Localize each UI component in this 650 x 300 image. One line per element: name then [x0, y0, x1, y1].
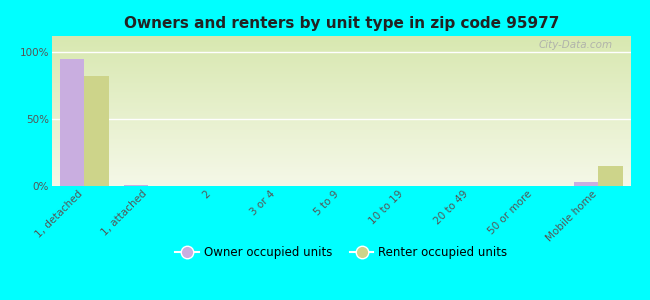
Legend: Owner occupied units, Renter occupied units: Owner occupied units, Renter occupied un…: [170, 242, 512, 264]
Bar: [599, 166, 623, 186]
Bar: [574, 182, 599, 186]
Title: Owners and renters by unit type in zip code 95977: Owners and renters by unit type in zip c…: [124, 16, 559, 31]
Bar: [124, 185, 148, 186]
Text: City-Data.com: City-Data.com: [539, 40, 613, 50]
Bar: [60, 59, 84, 186]
Bar: [84, 76, 109, 186]
